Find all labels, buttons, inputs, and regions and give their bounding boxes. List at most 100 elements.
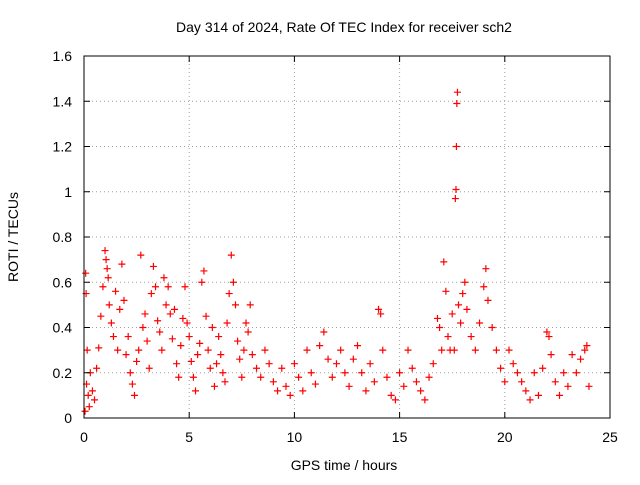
data-point (463, 305, 471, 313)
data-point (337, 346, 345, 354)
data-point (429, 360, 437, 368)
y-tick-label: 1.4 (53, 93, 73, 109)
y-tick-label: 0.2 (53, 365, 73, 381)
data-point (95, 344, 103, 352)
data-point (135, 346, 143, 354)
data-point (354, 342, 362, 350)
data-point (196, 339, 204, 347)
data-point (219, 369, 227, 377)
data-point (139, 324, 147, 331)
data-point (497, 364, 505, 372)
data-point (185, 333, 193, 341)
data-point (168, 335, 176, 343)
grid-lines (84, 56, 610, 418)
data-point (551, 378, 559, 386)
data-point (160, 274, 168, 282)
data-point (173, 360, 181, 368)
data-point (175, 373, 183, 381)
data-point (122, 351, 130, 359)
data-point (253, 364, 261, 372)
data-point (248, 351, 256, 359)
data-point (112, 287, 120, 295)
data-point (518, 378, 526, 386)
data-point (234, 337, 242, 345)
x-tick-label: 0 (80, 429, 88, 445)
data-point (208, 324, 216, 331)
data-point (149, 262, 157, 270)
x-tick-label: 5 (185, 429, 193, 445)
data-point (492, 346, 500, 354)
data-points (81, 88, 593, 415)
data-point (177, 342, 185, 350)
data-point (440, 258, 448, 266)
data-point (452, 143, 460, 150)
data-point (107, 319, 115, 327)
data-point (345, 382, 353, 390)
data-point (242, 319, 250, 327)
data-point (156, 328, 164, 336)
data-point (383, 373, 391, 381)
data-point (436, 324, 444, 331)
data-point (141, 310, 149, 318)
y-tick-label: 1.6 (53, 48, 73, 64)
data-point (375, 305, 383, 313)
y-tick-label: 1.2 (53, 139, 73, 155)
data-point (217, 351, 225, 359)
data-point (467, 333, 475, 341)
data-point (581, 346, 589, 354)
data-point (408, 364, 416, 372)
data-point (583, 342, 591, 350)
data-point (101, 247, 109, 255)
data-point (181, 283, 189, 291)
y-tick-label: 0 (64, 410, 72, 426)
data-point (104, 274, 112, 282)
data-point (442, 287, 450, 295)
data-point (417, 387, 425, 395)
data-point (238, 373, 246, 381)
data-point (448, 310, 456, 318)
data-point (311, 380, 319, 388)
data-point (453, 100, 461, 108)
data-point (206, 364, 214, 372)
data-point (438, 346, 446, 354)
data-point (200, 267, 208, 275)
data-point (116, 305, 124, 313)
data-point (213, 360, 221, 368)
data-point (143, 337, 151, 345)
data-point (534, 391, 542, 399)
data-point (484, 296, 492, 304)
data-point (265, 360, 273, 368)
data-point (274, 387, 282, 395)
data-point (257, 373, 265, 381)
data-point (396, 369, 404, 377)
data-point (103, 265, 111, 273)
y-tick-label: 0.8 (53, 229, 73, 245)
data-point (91, 396, 99, 404)
data-point (522, 387, 530, 395)
data-point (505, 346, 513, 354)
data-point (225, 290, 233, 298)
data-point (377, 310, 385, 318)
data-point (118, 260, 126, 268)
data-point (391, 396, 399, 404)
y-tick-label: 1 (64, 184, 72, 200)
data-point (560, 369, 568, 377)
data-point (128, 380, 136, 388)
data-point (370, 378, 378, 386)
data-point (341, 369, 349, 377)
data-point (450, 346, 458, 354)
data-point (130, 391, 138, 399)
data-point (328, 373, 336, 381)
y-axis-label: ROTI / TECUs (5, 192, 21, 282)
x-tick-label: 10 (287, 429, 303, 445)
plot-frame (83, 55, 611, 419)
data-point (162, 301, 170, 309)
data-point (379, 346, 387, 354)
data-point (412, 378, 420, 386)
data-point (366, 360, 374, 368)
data-point (556, 391, 564, 399)
data-point (564, 382, 572, 390)
data-point (404, 346, 412, 354)
data-point (585, 382, 593, 390)
